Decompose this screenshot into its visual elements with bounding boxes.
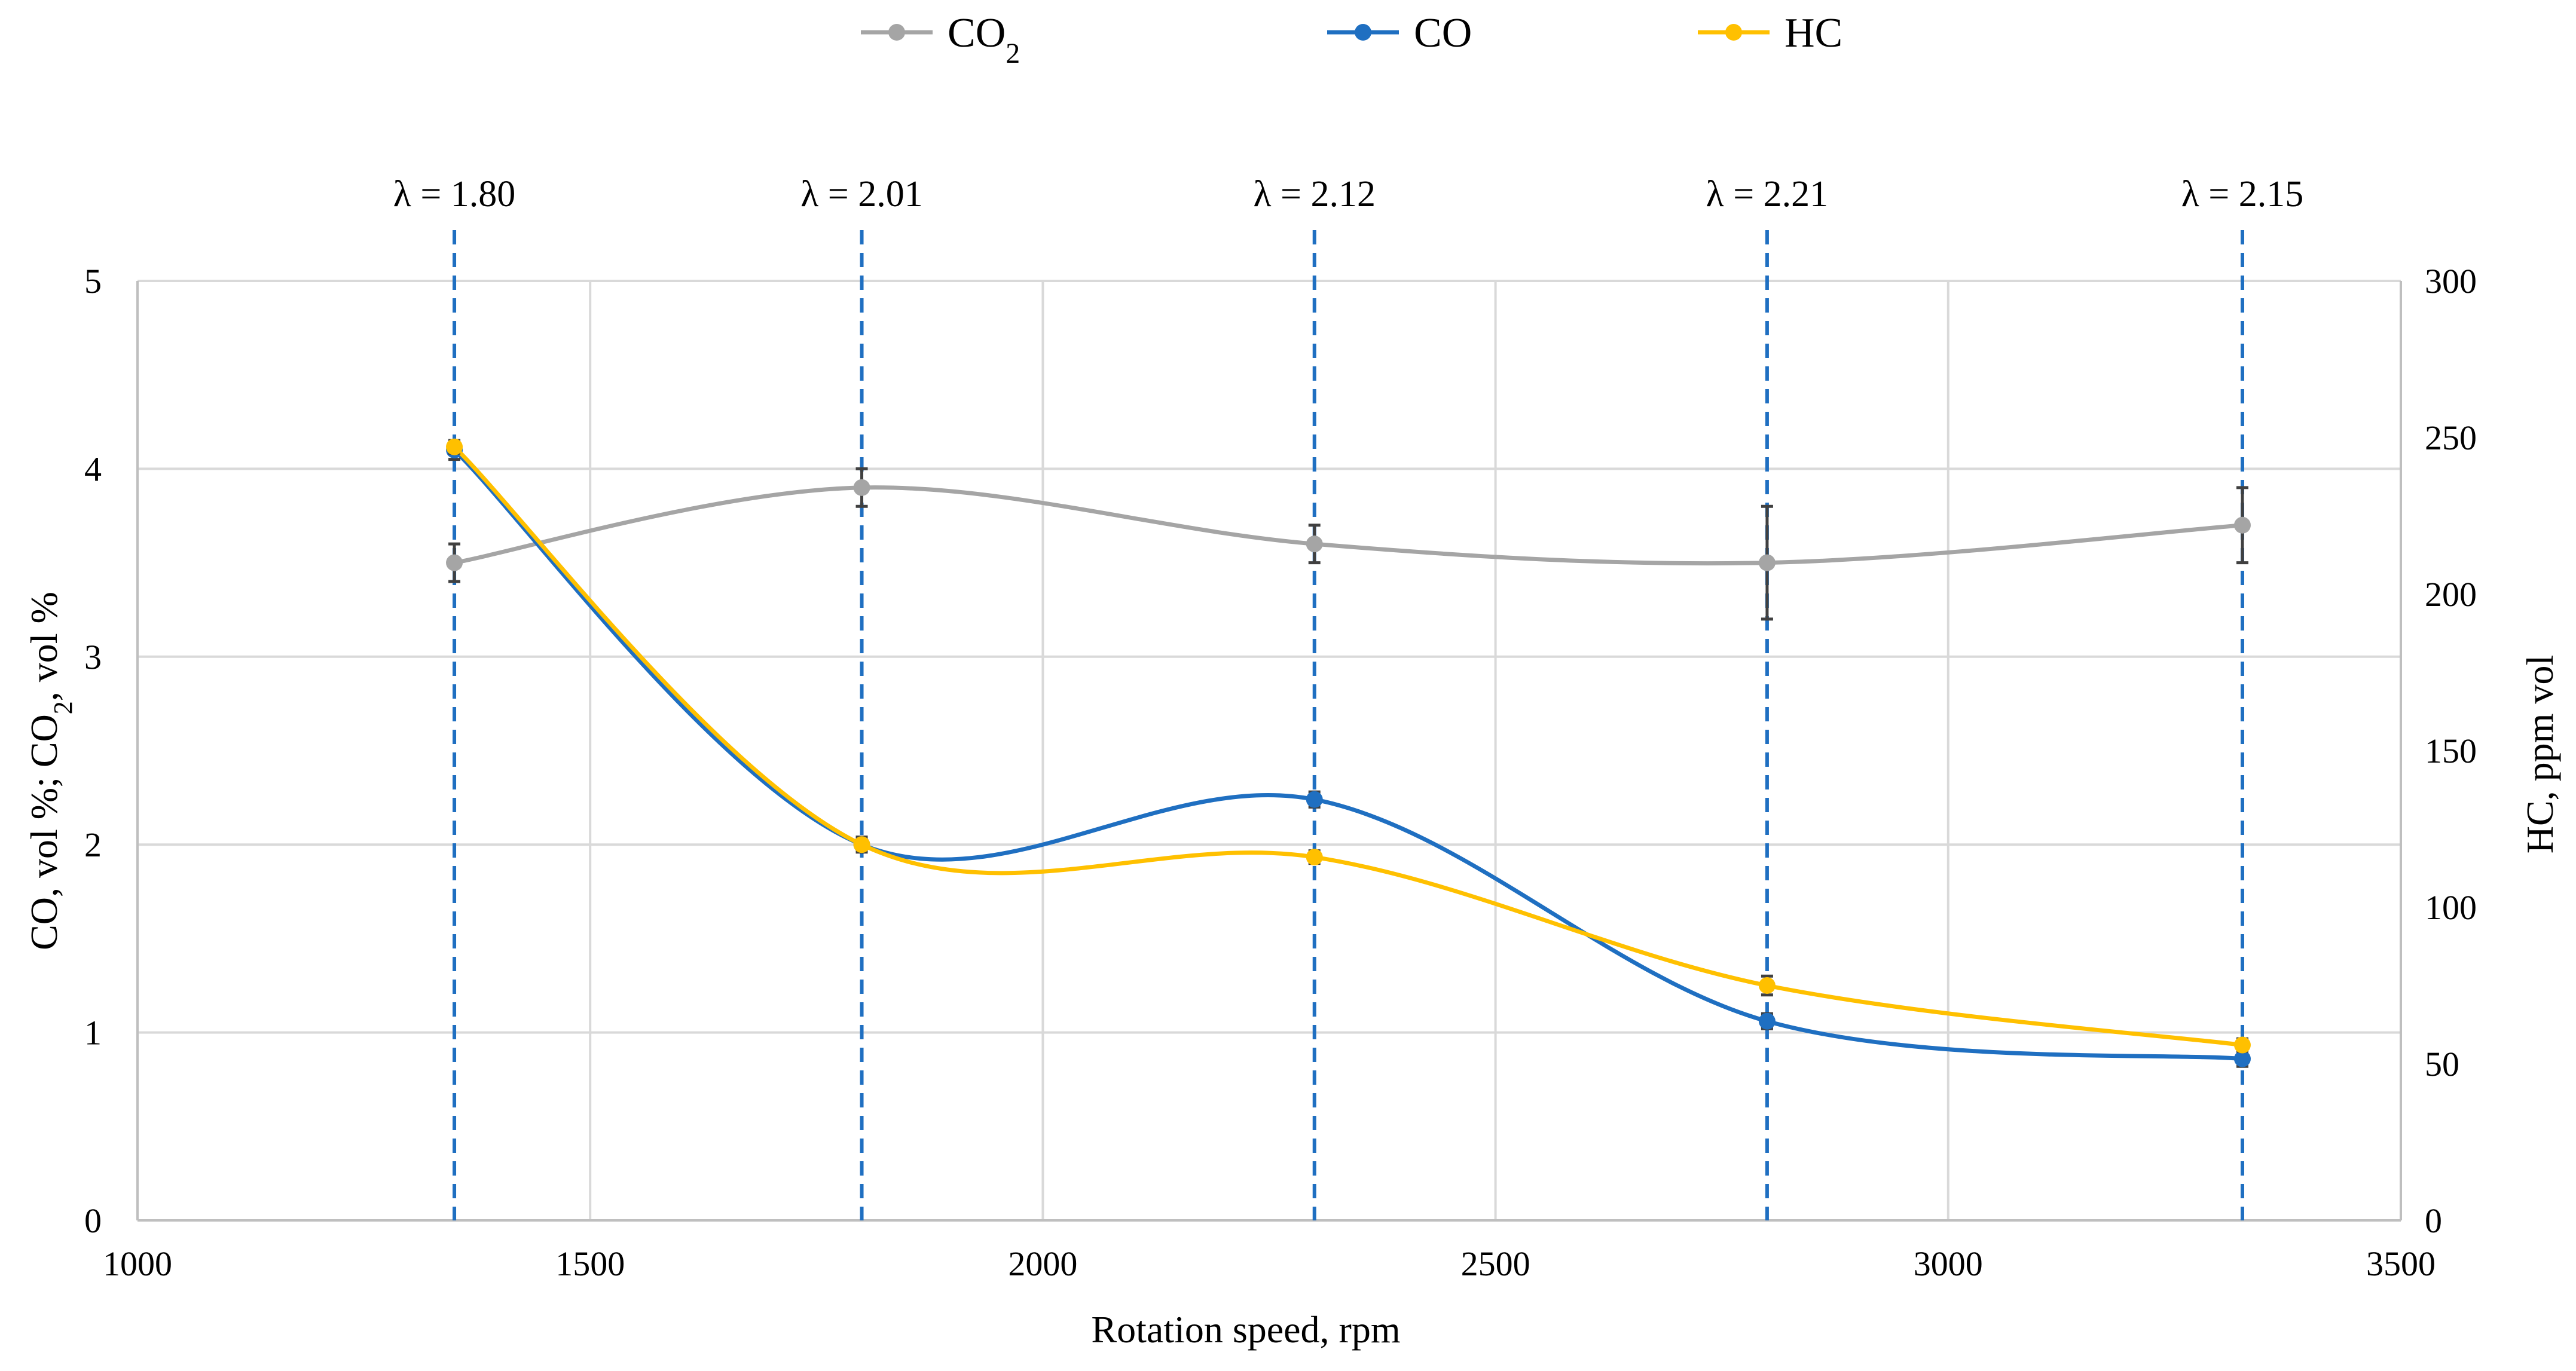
- y-tick-label: 0: [84, 1201, 102, 1240]
- legend-item-co: CO: [1327, 10, 1472, 56]
- y-axis-title: CO, vol %; CO2, vol %: [23, 592, 78, 950]
- legend-swatch-marker: [888, 24, 905, 41]
- series-hc: [446, 438, 2251, 1054]
- legend-swatch-marker: [1725, 24, 1742, 41]
- y2-tick-label: 50: [2425, 1045, 2459, 1084]
- lambda-label: λ = 2.15: [2181, 174, 2304, 215]
- x-axis-title: Rotation speed, rpm: [1091, 1308, 1400, 1351]
- x-tick-label: 1000: [103, 1244, 172, 1283]
- data-point-co2: [1758, 554, 1776, 571]
- legend-item-hc: HC: [1698, 10, 1842, 56]
- legend-swatch-marker: [1355, 24, 1371, 41]
- x-tick-label: 3500: [2366, 1244, 2436, 1283]
- data-point-hc: [1758, 977, 1776, 994]
- plot-area: [136, 281, 2402, 1222]
- y-tick-label: 4: [84, 449, 102, 488]
- data-point-co: [2233, 1050, 2251, 1067]
- y2-tick-label: 200: [2425, 575, 2477, 614]
- series-co: [446, 439, 2251, 1068]
- y2-tick-label: 150: [2425, 732, 2477, 770]
- series-line-co2: [452, 485, 2245, 566]
- grid-lines: [137, 280, 2402, 1220]
- y-tick-label: 2: [84, 825, 102, 864]
- lambda-label: λ = 2.01: [800, 174, 923, 215]
- lambda-lines: λ = 1.80 λ = 2.01 λ = 2.12 λ = 2.21 λ = 2.15: [393, 174, 2303, 1220]
- lambda-label: λ = 1.80: [393, 174, 516, 215]
- y2-tick-label: 300: [2425, 262, 2477, 301]
- x-tick-label: 1500: [555, 1244, 625, 1283]
- y2-tick-label: 250: [2425, 418, 2477, 457]
- data-point-co2: [853, 479, 870, 496]
- x-tick-label: 3000: [1914, 1244, 1983, 1283]
- y-tick-label: 1: [84, 1014, 102, 1052]
- data-point-hc: [2233, 1036, 2251, 1054]
- lambda-label: λ = 2.21: [1706, 174, 1829, 215]
- legend-item-co2: CO2: [861, 10, 1020, 69]
- y2-tick-label: 100: [2425, 888, 2477, 927]
- x-tick-label: 2500: [1461, 1244, 1530, 1283]
- y-tick-label: 3: [84, 638, 102, 677]
- legend-label: CO2: [948, 10, 1020, 69]
- data-point-co2: [446, 554, 463, 571]
- series-line-co: [452, 448, 2245, 1061]
- data-point-co: [1758, 1012, 1776, 1030]
- series-layer: [446, 438, 2251, 1068]
- legend-label: HC: [1784, 10, 1842, 56]
- data-point-hc: [446, 438, 463, 455]
- legend: CO2 CO HC: [861, 10, 1842, 69]
- data-point-co2: [2233, 516, 2251, 534]
- y2-tick-label: 0: [2425, 1201, 2442, 1240]
- lambda-label: λ = 2.12: [1253, 174, 1376, 215]
- series-co2: [446, 467, 2251, 621]
- data-point-hc: [853, 836, 870, 853]
- x-tick-label: 2000: [1008, 1244, 1077, 1283]
- data-point-hc: [1306, 849, 1323, 866]
- data-point-co2: [1306, 535, 1323, 553]
- data-point-co: [1306, 791, 1323, 808]
- y-tick-label: 5: [84, 262, 102, 301]
- tick-labels: 1000 1500 2000 2500 3000 35000123450501001502…: [84, 262, 2477, 1283]
- legend-label: CO: [1414, 10, 1472, 56]
- y2-axis-title: HC, ppm vol: [2519, 655, 2561, 853]
